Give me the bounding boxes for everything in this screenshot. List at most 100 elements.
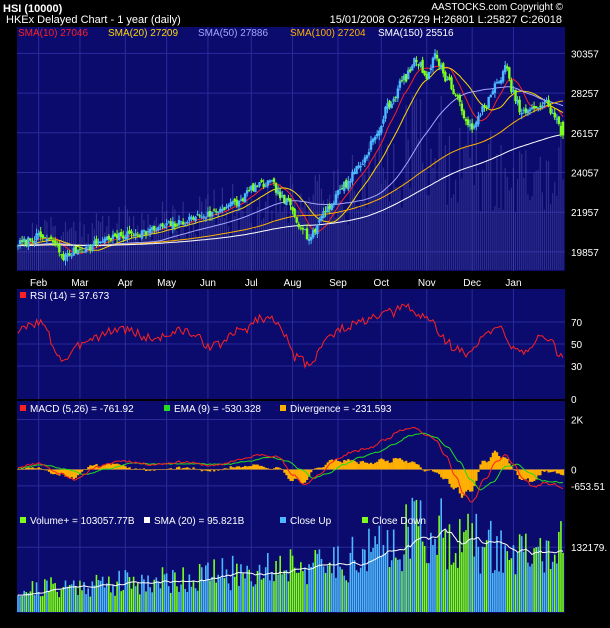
month-tick-label: Apr xyxy=(118,278,134,289)
price-volume-shadow-bar xyxy=(492,210,494,270)
volume-bar xyxy=(256,570,259,612)
divergence-bar xyxy=(535,469,538,480)
candle-body xyxy=(198,215,201,217)
divergence-bar xyxy=(312,469,315,470)
divergence-bar xyxy=(508,463,511,470)
volume-bar xyxy=(461,552,463,612)
volume-bars xyxy=(17,497,564,612)
price-volume-shadow-bar xyxy=(335,217,337,270)
candle-body xyxy=(272,178,276,183)
volume-bar xyxy=(518,534,521,612)
price-volume-shadow-bar xyxy=(232,184,234,270)
sma-legend-entry: SMA(100) 27204 xyxy=(290,28,366,39)
price-volume-shadow-bar xyxy=(353,190,356,270)
volume-bar xyxy=(21,595,23,612)
sma20-line xyxy=(17,67,564,251)
candle-body xyxy=(340,188,344,190)
divergence-bar xyxy=(105,464,109,470)
volume-bar xyxy=(300,562,302,612)
volume-bar xyxy=(233,576,236,612)
volume-bar xyxy=(97,579,100,612)
price-volume-shadow-bar xyxy=(339,200,341,270)
candle-body xyxy=(299,227,303,229)
price-volume-shadow-bar xyxy=(153,220,155,270)
macd-y-tick-label: 2K xyxy=(571,416,584,427)
volume-bar xyxy=(60,589,63,612)
price-volume-shadow-bar xyxy=(240,196,242,270)
volume-bar xyxy=(85,594,87,612)
candle-body xyxy=(165,223,168,226)
month-tick-label: Mar xyxy=(71,278,89,289)
price-volume-shadow-bar xyxy=(260,220,263,270)
price-volume-shadow-bar xyxy=(450,197,453,270)
price-volume-shadow-bar xyxy=(391,190,393,270)
volume-bar xyxy=(244,578,246,612)
divergence-bar xyxy=(264,467,267,470)
price-volume-shadow-bar xyxy=(471,133,473,270)
divergence-bar xyxy=(460,469,464,498)
candle-body xyxy=(101,241,104,243)
candle-body xyxy=(406,70,410,80)
volume-bar xyxy=(23,590,25,612)
volume-bar xyxy=(506,551,509,612)
candle-body xyxy=(221,209,224,212)
volume-sma-path xyxy=(17,528,564,596)
divergence-bar xyxy=(483,460,486,470)
price-volume-shadow-bar xyxy=(267,179,269,270)
macd-legend-swatch xyxy=(164,405,170,411)
divergence-bar xyxy=(233,467,236,470)
volume-bar xyxy=(316,553,319,612)
divergence-bar xyxy=(531,469,534,482)
price-volume-shadow-bar xyxy=(77,243,79,270)
candle-body xyxy=(16,245,20,247)
candle-body xyxy=(423,70,426,76)
divergence-bar xyxy=(310,469,313,473)
candle-body xyxy=(117,232,121,240)
divergence-bar xyxy=(510,466,513,470)
divergence-bar xyxy=(111,463,115,470)
divergence-bar xyxy=(314,468,317,470)
volume-bar xyxy=(229,590,232,612)
volume-bar xyxy=(271,572,273,612)
volume-legend-label: Volume+ = 103057.77B xyxy=(30,516,135,527)
candle-body xyxy=(289,198,292,206)
candle-body xyxy=(371,138,375,143)
volume-bar xyxy=(217,574,220,612)
price-volume-shadow-bar xyxy=(85,242,87,270)
candle-body xyxy=(506,66,509,69)
price-y-tick-label: 21957 xyxy=(571,208,599,219)
candle-body xyxy=(312,230,315,238)
candle-body xyxy=(314,229,317,233)
price-volume-shadow-bar xyxy=(483,170,486,270)
candle-body xyxy=(369,140,373,150)
divergence-bar xyxy=(349,460,352,470)
price-volume-shadow-bar xyxy=(465,144,467,270)
volume-bar xyxy=(143,579,145,612)
volume-bar xyxy=(434,538,436,612)
candle-body xyxy=(47,238,51,240)
price-volume-shadow-bar xyxy=(46,221,48,270)
divergence-bar xyxy=(394,458,398,470)
price-volume-shadow-bar xyxy=(362,173,364,270)
price-volume-shadow-bar xyxy=(271,210,273,270)
divergence-bar xyxy=(514,469,517,471)
price-volume-shadow-bar xyxy=(547,161,550,270)
candlesticks xyxy=(16,49,565,266)
volume-bar xyxy=(186,591,189,612)
price-volume-shadow-bar xyxy=(360,202,362,270)
volume-bar xyxy=(560,521,562,612)
divergence-bar xyxy=(283,469,286,473)
divergence-bar xyxy=(188,468,191,470)
candle-body xyxy=(97,241,100,244)
divergence-bar xyxy=(68,469,71,479)
price-volume-shadow-bar xyxy=(178,239,180,270)
divergence-bar xyxy=(219,469,222,470)
price-volume-shadow-bar xyxy=(143,220,145,270)
divergence-bar xyxy=(254,464,257,470)
candle-body xyxy=(551,113,554,115)
candle-body xyxy=(328,205,331,209)
price-volume-shadow-bar xyxy=(333,170,335,270)
volume-legend-swatch xyxy=(144,517,150,523)
divergence-bar xyxy=(122,465,125,470)
candle-body xyxy=(113,233,117,237)
